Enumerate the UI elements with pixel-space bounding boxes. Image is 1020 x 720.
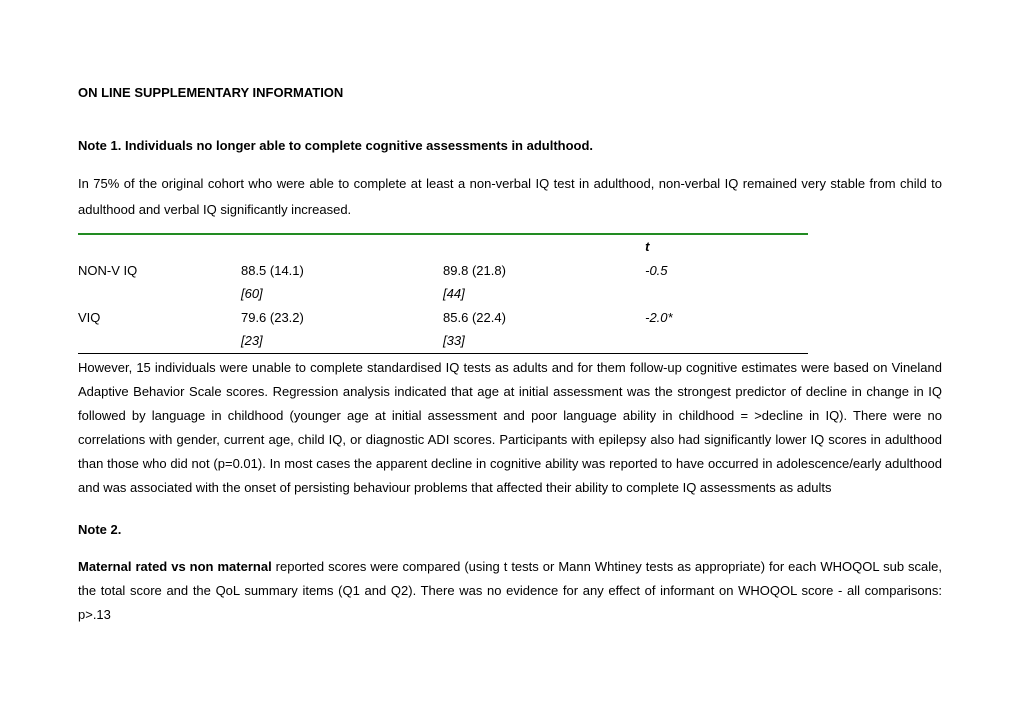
iq-table: t NON-V IQ 88.5 (14.1) 89.8 (21.8) -0.5 …: [78, 233, 808, 354]
row2-t: -2.0*: [645, 306, 808, 330]
row1-v2: 89.8 (21.8): [443, 259, 645, 283]
header-empty-1: [78, 234, 241, 259]
note1-heading: Note 1. Individuals no longer able to co…: [78, 138, 942, 153]
header-t: t: [645, 234, 808, 259]
header-empty-2: [241, 234, 443, 259]
note1-para2: However, 15 individuals were unable to c…: [78, 356, 942, 500]
row1-t: -0.5: [645, 259, 808, 283]
row2-v1: 79.6 (23.2): [241, 306, 443, 330]
note1-para1: In 75% of the original cohort who were a…: [78, 171, 942, 223]
row2-n-empty: [78, 329, 241, 353]
header-empty-3: [443, 234, 645, 259]
row1-n-empty: [78, 282, 241, 306]
spacer: [78, 128, 942, 138]
note2-lead-bold: Maternal rated vs non maternal: [78, 559, 272, 574]
table-n-row: [60] [44]: [78, 282, 808, 306]
row2-v2: 85.6 (22.4): [443, 306, 645, 330]
row1-v1: 88.5 (14.1): [241, 259, 443, 283]
row1-n1: [60]: [241, 282, 443, 306]
row2-n1: [23]: [241, 329, 443, 353]
table-row: NON-V IQ 88.5 (14.1) 89.8 (21.8) -0.5: [78, 259, 808, 283]
row2-n-t-empty: [645, 329, 808, 353]
table-row: VIQ 79.6 (23.2) 85.6 (22.4) -2.0*: [78, 306, 808, 330]
table-n-row: [23] [33]: [78, 329, 808, 353]
row2-label: VIQ: [78, 306, 241, 330]
row1-n2: [44]: [443, 282, 645, 306]
page-content: ON LINE SUPPLEMENTARY INFORMATION Note 1…: [0, 0, 1020, 627]
note2-block: Note 2. Maternal rated vs non maternal r…: [78, 522, 942, 627]
row1-n-t-empty: [645, 282, 808, 306]
note2-heading: Note 2.: [78, 522, 942, 537]
row1-label: NON-V IQ: [78, 259, 241, 283]
row2-n2: [33]: [443, 329, 645, 353]
note2-para: Maternal rated vs non maternal reported …: [78, 555, 942, 627]
table-header-row: t: [78, 234, 808, 259]
section-title: ON LINE SUPPLEMENTARY INFORMATION: [78, 85, 942, 100]
